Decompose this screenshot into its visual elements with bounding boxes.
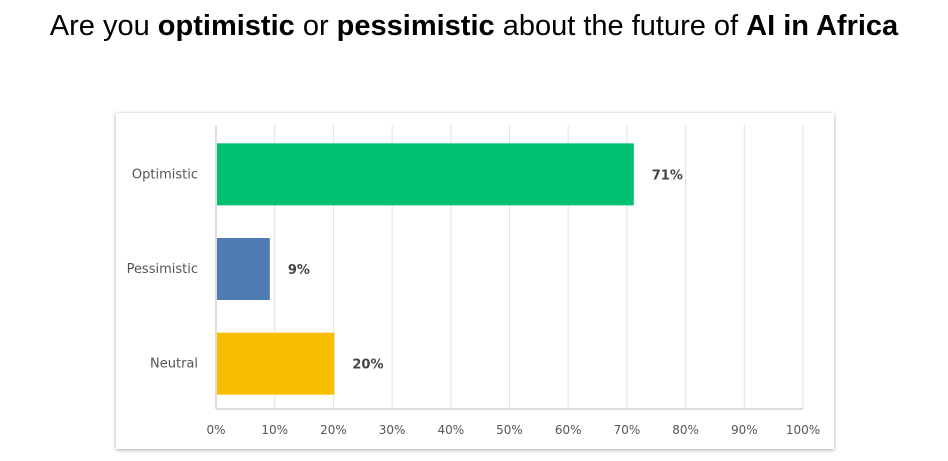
bar-neutral	[217, 332, 335, 395]
data-label: 9%	[288, 263, 310, 278]
title-keyword-ai-in-africa: AI in Africa	[746, 10, 899, 42]
x-tick-label: 80%	[672, 423, 699, 437]
category-label: Optimistic	[132, 167, 198, 182]
x-tick-label: 0%	[206, 423, 225, 437]
title-part-1: Are you	[49, 10, 158, 42]
category-label: Pessimistic	[127, 262, 198, 277]
title-keyword-optimistic: optimistic	[157, 10, 295, 42]
category-label: Neutral	[150, 357, 198, 372]
page-title: Are you optimistic or pessimistic about …	[0, 10, 948, 43]
x-tick-label: 50%	[496, 423, 523, 437]
title-part-2: or	[294, 10, 337, 42]
x-tick-label: 100%	[786, 423, 820, 437]
x-tick-label: 40%	[437, 423, 464, 437]
bar-chart: 0% 10% 20% 30% 40% 50% 60% 70% 80% 90% 100% Optimis…	[127, 125, 820, 437]
data-label: 71%	[652, 168, 683, 183]
x-tick-label: 20%	[320, 423, 347, 437]
x-tick-label: 70%	[614, 423, 641, 437]
x-tick-label: 10%	[261, 423, 288, 437]
bar-optimistic	[217, 143, 634, 206]
chart-card: 0% 10% 20% 30% 40% 50% 60% 70% 80% 90% 100% Optimis…	[116, 113, 834, 449]
x-tick-label: 90%	[731, 423, 758, 437]
title-part-3: about the future of	[494, 10, 747, 42]
bar-pessimistic	[217, 238, 270, 300]
x-tick-label: 60%	[555, 423, 582, 437]
title-keyword-pessimistic: pessimistic	[336, 10, 495, 42]
data-label: 20%	[352, 358, 383, 373]
x-tick-label: 30%	[379, 423, 406, 437]
